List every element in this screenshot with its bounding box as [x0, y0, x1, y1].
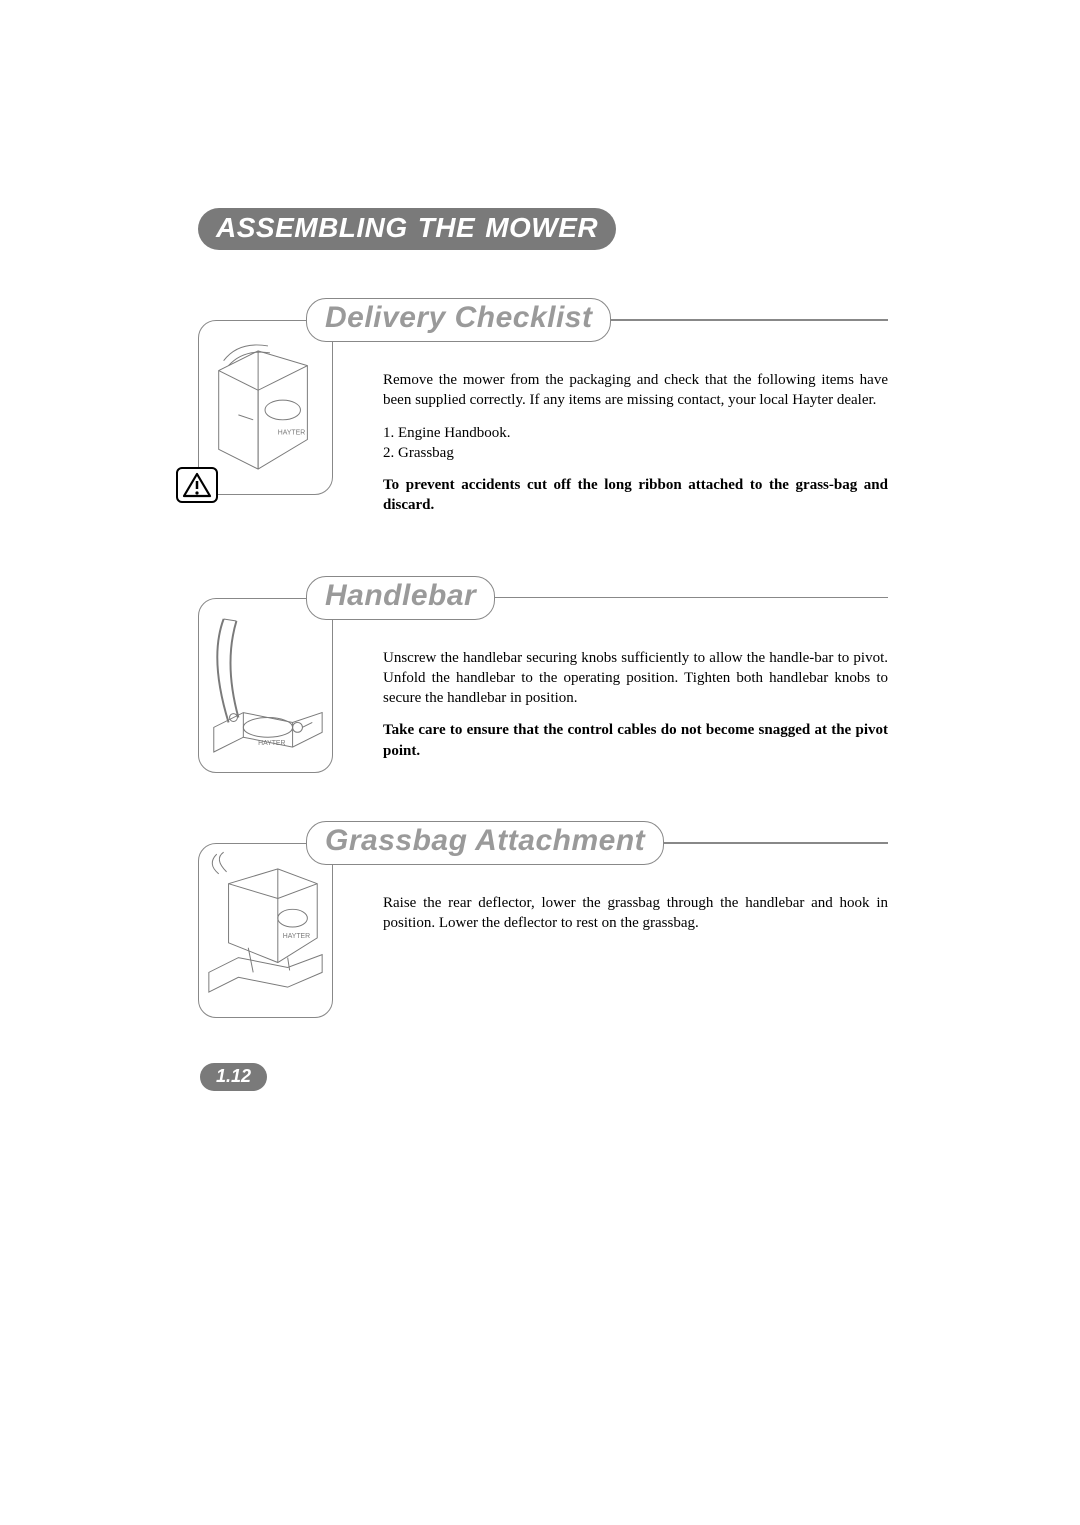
figure-handlebar: HAYTER — [198, 598, 333, 773]
section-title: Handlebar — [306, 576, 495, 620]
section-text: Unscrew the handlebar securing knobs suf… — [383, 648, 888, 773]
section-rule — [611, 319, 888, 321]
title-word-3: MOWER — [485, 212, 598, 243]
svg-text:HAYTER: HAYTER — [258, 740, 285, 747]
page-main-title: ASSEMBLING THE MOWER — [198, 208, 888, 250]
title-word-2: THE — [418, 212, 476, 243]
handlebar-illustration-icon: HAYTER — [199, 598, 332, 773]
section-rule — [495, 597, 888, 599]
warning-triangle-icon — [182, 472, 212, 498]
figure-delivery: HAYTER — [198, 320, 333, 495]
section-text: Raise the rear deflector, lower the gras… — [383, 893, 888, 946]
title-word-1: ASSEMBLING — [216, 212, 408, 243]
section-text: Remove the mower from the packaging and … — [383, 370, 888, 528]
section-title: Grassbag Attachment — [306, 821, 664, 865]
grassbag-illustration-icon: HAYTER — [199, 320, 332, 495]
para-bold: Take care to ensure that the control cab… — [383, 720, 888, 761]
section-grassbag-attach: Grassbag Attachment — [198, 821, 888, 1018]
para: Raise the rear deflector, lower the gras… — [383, 893, 888, 934]
section-title: Delivery Checklist — [306, 298, 611, 342]
page-number: 1.12 — [200, 1066, 267, 1087]
para: Remove the mower from the packaging and … — [383, 370, 888, 411]
para-bold: To prevent accidents cut off the long ri… — [383, 475, 888, 516]
para: Unscrew the handlebar securing knobs suf… — [383, 648, 888, 709]
section-header: Handlebar — [198, 576, 888, 620]
section-delivery: Delivery Checklist — [198, 298, 888, 528]
section-header: Delivery Checklist — [198, 298, 888, 342]
grassbag-attach-illustration-icon: HAYTER — [199, 843, 332, 1018]
warning-icon — [176, 467, 218, 503]
list-item: 2. Grassbag — [383, 443, 888, 463]
section-handlebar: Handlebar — [198, 576, 888, 773]
title-pill: ASSEMBLING THE MOWER — [198, 208, 616, 250]
figure-grassbag-attach: HAYTER — [198, 843, 333, 1018]
svg-text:HAYTER: HAYTER — [278, 430, 305, 437]
section-rule — [664, 842, 888, 844]
page-number-value: 1.12 — [200, 1063, 267, 1091]
list-item: 1. Engine Handbook. — [383, 423, 888, 443]
svg-text:HAYTER: HAYTER — [283, 933, 310, 940]
section-header: Grassbag Attachment — [198, 821, 888, 865]
